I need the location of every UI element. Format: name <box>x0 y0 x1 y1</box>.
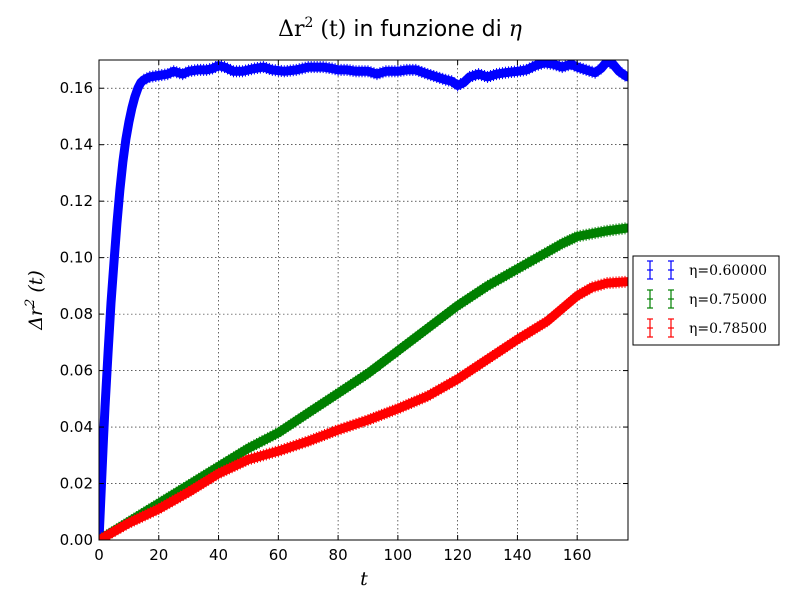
x-axis-label: t <box>360 568 368 590</box>
x-tick-label: 120 <box>443 546 472 564</box>
y-tick-label: 0.12 <box>60 192 93 210</box>
legend-label: η=0.78500 <box>689 321 767 337</box>
x-tick-label: 80 <box>329 546 348 564</box>
chart-title: Δr2 (t) in funzione di η <box>278 15 522 42</box>
series-line <box>99 60 628 540</box>
x-tick-label: 100 <box>384 546 413 564</box>
x-tick-label: 60 <box>269 546 288 564</box>
y-tick-label: 0.14 <box>60 136 93 154</box>
series-3 <box>99 275 628 540</box>
legend-label: η=0.60000 <box>689 263 767 279</box>
series-line <box>99 277 628 540</box>
y-tick-label: 0.00 <box>60 531 93 549</box>
legend-entry: η=0.75000 <box>647 289 767 309</box>
y-axis-label: Δr2 (t) <box>23 270 47 331</box>
ticks: 0 20 40 60 80 100 120 140 160 0.00 0.02 0.04 0.06 0.0… <box>60 60 628 564</box>
legend-entry: η=0.78500 <box>647 318 767 338</box>
series-1 <box>99 60 628 540</box>
y-tick-label: 0.06 <box>60 362 93 380</box>
x-tick-label: 0 <box>94 546 104 564</box>
y-tick-label: 0.08 <box>60 305 93 323</box>
y-tick-label: 0.02 <box>60 475 93 493</box>
legend-entry: η=0.60000 <box>647 260 767 280</box>
y-tick-label: 0.10 <box>60 249 93 267</box>
plot-frame <box>98 59 629 541</box>
grid <box>99 60 628 540</box>
x-tick-label: 20 <box>149 546 168 564</box>
y-tick-label: 0.04 <box>60 418 93 436</box>
x-tick-label: 140 <box>503 546 532 564</box>
x-tick-label: 160 <box>563 546 592 564</box>
legend-label: η=0.75000 <box>689 292 767 308</box>
series-layer <box>99 60 628 540</box>
y-tick-label: 0.16 <box>60 79 93 97</box>
legend-box <box>632 255 780 346</box>
x-tick-label: 40 <box>209 546 228 564</box>
legend: η=0.60000 η=0.75000 η=0.78500 <box>632 255 780 346</box>
